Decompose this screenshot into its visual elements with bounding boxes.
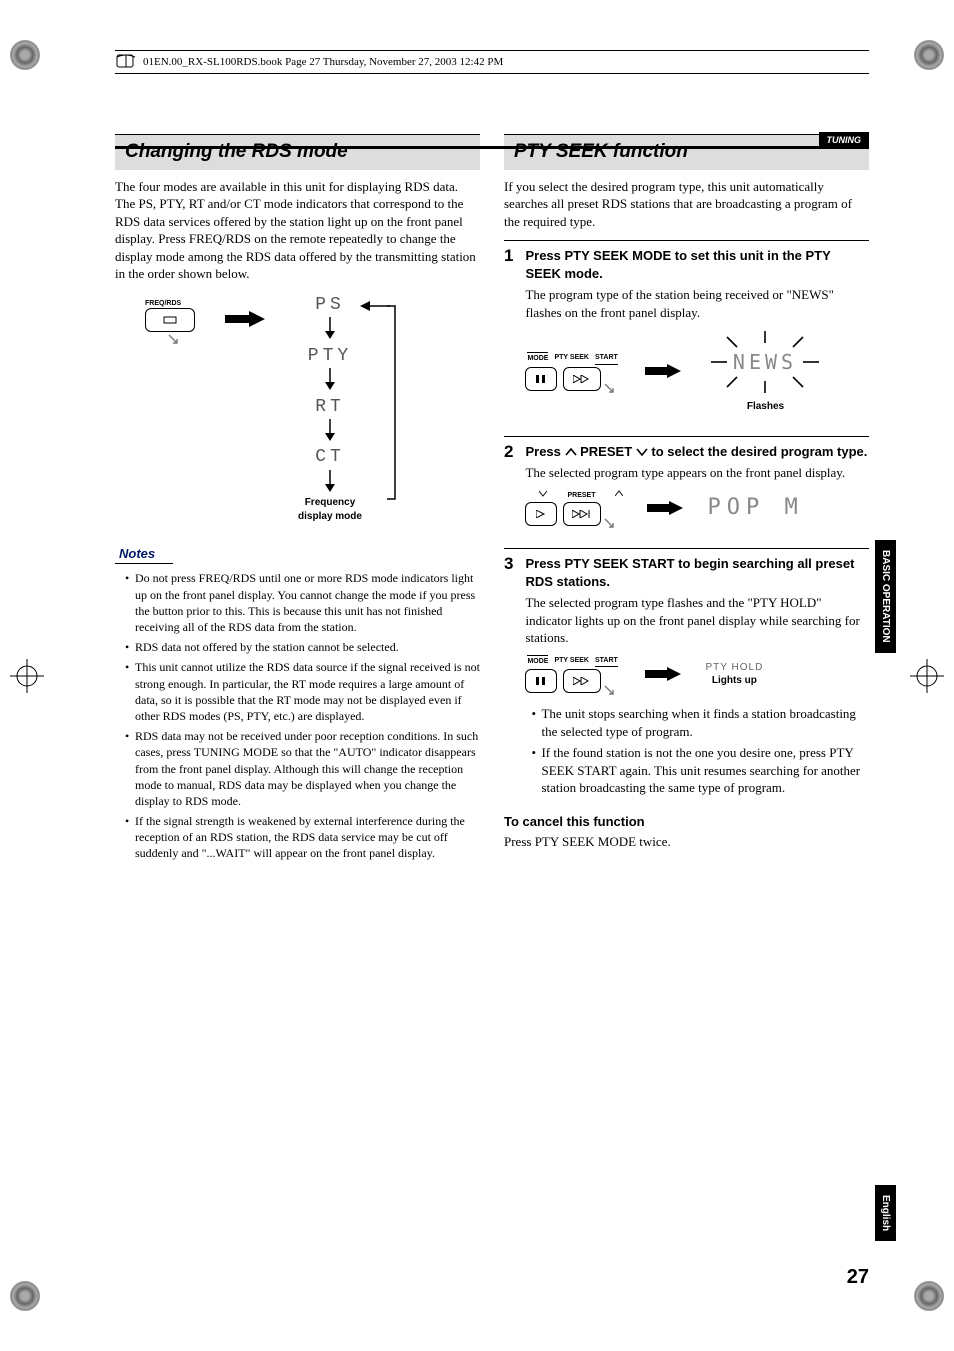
- press-arrow-icon: [603, 517, 619, 533]
- page-number: 27: [847, 1264, 869, 1291]
- notes-header: Notes: [115, 545, 173, 565]
- arrow-right-icon: [645, 364, 681, 378]
- down-caret-icon: [539, 490, 547, 497]
- arrow-down-icon: [324, 419, 336, 441]
- note-item: This unit cannot utilize the RDS data so…: [125, 659, 480, 724]
- book-icon: [115, 53, 137, 71]
- preset-up-button: [563, 502, 601, 526]
- pause-icon: [535, 677, 547, 685]
- step-1-text: The program type of the station being re…: [525, 286, 869, 321]
- flashes-caption: Flashes: [705, 400, 825, 414]
- step-1-diagram: MODE PTY SEEK START: [525, 329, 869, 413]
- flow-ct: CT: [290, 445, 370, 469]
- left-column: Changing the RDS mode The four modes are…: [115, 134, 480, 866]
- step-2-title-mid: PRESET: [577, 444, 636, 459]
- flow-end-1: Frequency: [290, 496, 370, 510]
- pause-icon: [535, 375, 547, 383]
- step-1: 1 Press PTY SEEK MODE to set this unit i…: [504, 240, 869, 425]
- step-3: 3 Press PTY SEEK START to begin searchin…: [504, 548, 869, 801]
- note-item: If the signal strength is weakened by ex…: [125, 813, 480, 862]
- fwd-icon: [573, 677, 591, 685]
- step-3-diagram: MODE PTY SEEK START: [525, 655, 869, 693]
- mode-button: [525, 367, 557, 391]
- cancel-text: Press PTY SEEK MODE twice.: [504, 833, 869, 851]
- bullet-item: The unit stops searching when it finds a…: [531, 705, 869, 740]
- right-column: PTY SEEK function If you select the desi…: [504, 134, 869, 866]
- step-number: 2: [504, 443, 513, 539]
- rds-flow-diagram: FREQ/RDS PS PTY: [115, 293, 480, 523]
- step-1-title: Press PTY SEEK MODE to set this unit in …: [525, 247, 869, 282]
- step-2-text: The selected program type appears on the…: [525, 464, 869, 482]
- right-intro: If you select the desired program type, …: [504, 178, 869, 231]
- btn-label: MODE: [527, 655, 548, 667]
- side-tab-basic: BASIC OPERATION: [875, 540, 897, 653]
- start-button: [563, 669, 601, 693]
- flow-ps: PS: [290, 293, 370, 317]
- book-header: 01EN.00_RX-SL100RDS.book Page 27 Thursda…: [115, 50, 869, 74]
- note-item: RDS data may not be received under poor …: [125, 728, 480, 809]
- arrow-right-icon: [645, 667, 681, 681]
- fwd-icon: [573, 375, 591, 383]
- btn-label: START: [595, 655, 618, 667]
- down-caret-icon: [636, 447, 648, 457]
- news-display: NEWS: [733, 350, 797, 374]
- arrow-down-icon: [324, 368, 336, 390]
- step-number: 3: [504, 555, 513, 801]
- header-rule: [115, 146, 869, 149]
- step-2-title-pre: Press: [525, 444, 564, 459]
- right-section-title: PTY SEEK function: [504, 134, 869, 170]
- btn-label: PTY SEEK: [554, 352, 589, 364]
- freq-rds-button: [145, 308, 195, 332]
- flow-pty: PTY: [290, 344, 370, 368]
- step-3-text: The selected program type flashes and th…: [525, 594, 869, 647]
- return-line: [385, 299, 397, 509]
- step-3-bullets: The unit stops searching when it finds a…: [525, 705, 869, 797]
- btn-label: PTY SEEK: [554, 655, 589, 667]
- step-number: 1: [504, 247, 513, 425]
- skip-fwd-icon: [572, 510, 592, 518]
- notes-list: Do not press FREQ/RDS until one or more …: [115, 570, 480, 861]
- press-arrow-icon: [603, 382, 619, 398]
- arrow-down-icon: [324, 317, 336, 339]
- flow-rt: RT: [290, 395, 370, 419]
- freq-rds-label: FREQ/RDS: [145, 299, 195, 308]
- pty-hold-display: PTY HOLD: [705, 661, 763, 675]
- up-caret-icon: [565, 447, 577, 457]
- pop-m-display: POP M: [707, 493, 803, 523]
- step-2: 2 Press PRESET to select the desired pro…: [504, 436, 869, 539]
- press-arrow-icon: [603, 684, 619, 700]
- left-section-title: Changing the RDS mode: [115, 134, 480, 170]
- preset-label: PRESET: [567, 490, 595, 500]
- mode-button: [525, 669, 557, 693]
- preset-down-button: [525, 502, 557, 526]
- btn-label: START: [595, 352, 618, 364]
- flow-end-2: display mode: [290, 510, 370, 524]
- left-intro: The four modes are available in this uni…: [115, 178, 480, 283]
- press-arrow-icon: [167, 333, 183, 349]
- arrow-right-icon: [225, 311, 265, 327]
- note-item: Do not press FREQ/RDS until one or more …: [125, 570, 480, 635]
- bullet-item: If the found station is not the one you …: [531, 744, 869, 797]
- up-caret-icon: [615, 490, 623, 497]
- btn-label: MODE: [527, 352, 548, 364]
- page: 01EN.00_RX-SL100RDS.book Page 27 Thursda…: [0, 0, 954, 1351]
- flash-rays-icon: NEWS: [705, 329, 825, 395]
- step-2-title: Press PRESET to select the desired progr…: [525, 443, 869, 461]
- step-2-diagram: PRESET: [525, 490, 869, 526]
- note-item: RDS data not offered by the station cann…: [125, 639, 480, 655]
- step-2-title-post: to select the desired program type.: [648, 444, 868, 459]
- lights-up-caption: Lights up: [705, 674, 763, 688]
- play-icon: [536, 510, 546, 518]
- book-header-text: 01EN.00_RX-SL100RDS.book Page 27 Thursda…: [143, 55, 503, 70]
- side-tab-english: English: [875, 1185, 897, 1241]
- arrow-down-icon: [324, 470, 336, 492]
- arrow-right-icon: [647, 501, 683, 515]
- cancel-header: To cancel this function: [504, 813, 869, 831]
- start-button: [563, 367, 601, 391]
- step-3-title: Press PTY SEEK START to begin searching …: [525, 555, 869, 590]
